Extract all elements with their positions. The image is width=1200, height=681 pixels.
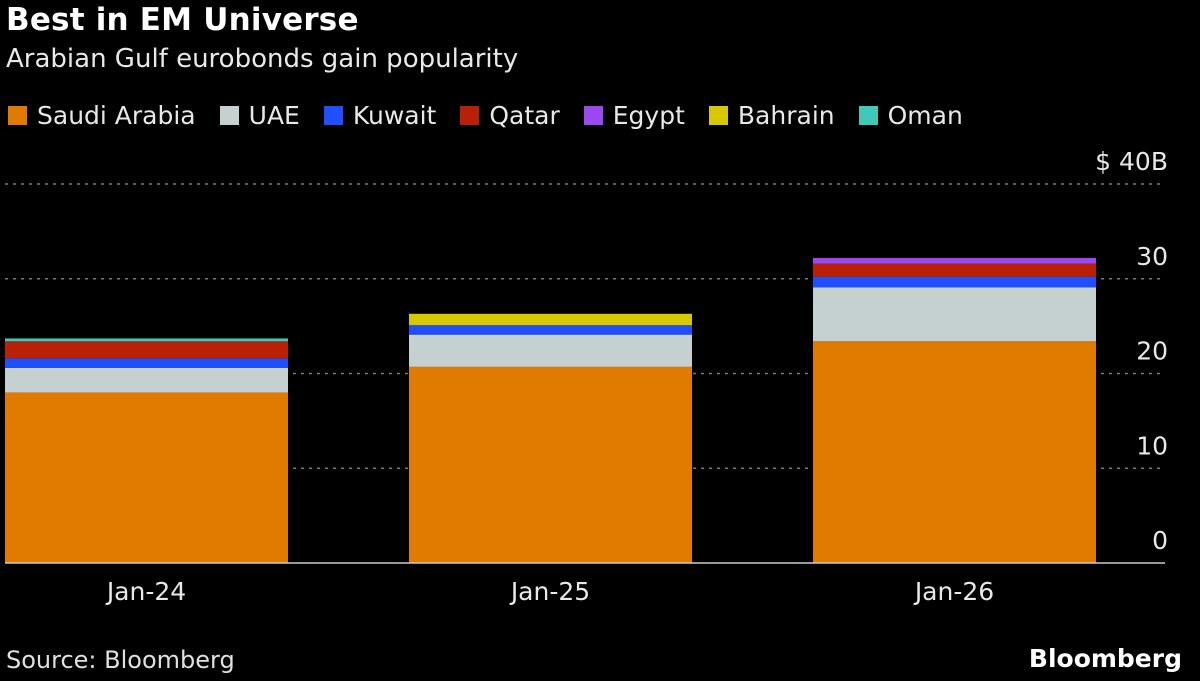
bar-segment-saudi-arabia (5, 392, 288, 563)
y-tick-label: 30 (1136, 242, 1168, 271)
legend-label: Oman (887, 101, 963, 130)
legend-item: Egypt (583, 101, 685, 130)
bar-segment-kuwait (409, 325, 692, 335)
bar-segment-uae (5, 367, 288, 393)
bar-segment-uae (409, 334, 692, 367)
legend-item: Qatar (460, 101, 560, 130)
bar-segment-qatar (813, 263, 1096, 277)
legend-label: Bahrain (737, 101, 835, 130)
legend-item: UAE (219, 101, 300, 130)
chart-title: Best in EM Universe (6, 2, 359, 38)
bar-segment-uae (813, 287, 1096, 342)
legend-swatch (858, 106, 878, 125)
bar-segment-saudi-arabia (409, 366, 692, 563)
bar-segment-egypt (813, 257, 1096, 264)
source-note: Source: Bloomberg (6, 646, 235, 674)
bar-segment-qatar (5, 341, 288, 359)
bar-segment-bahrain (409, 313, 692, 326)
y-tick-label: 0 (1152, 526, 1168, 555)
legend-item: Kuwait (323, 101, 437, 130)
legend-swatch (583, 106, 603, 125)
legend-label: Kuwait (352, 101, 437, 130)
legend-label: UAE (248, 101, 300, 130)
legend-swatch (460, 106, 480, 125)
bloomberg-logo: Bloomberg (1028, 644, 1182, 673)
legend-swatch (323, 106, 343, 125)
bar-segment-oman (5, 338, 288, 342)
legend-swatch (708, 106, 728, 125)
legend-item: Oman (858, 101, 963, 130)
x-tick-label: Jan-24 (105, 577, 186, 606)
legend-item: Saudi Arabia (8, 101, 196, 130)
legend-label: Egypt (612, 101, 685, 130)
y-tick-label: $ 40B (1095, 147, 1168, 176)
chart-subtitle: Arabian Gulf eurobonds gain popularity (6, 44, 519, 74)
y-tick-label: 10 (1136, 431, 1168, 460)
x-tick-label: Jan-26 (913, 577, 994, 606)
x-tick-label: Jan-25 (509, 577, 590, 606)
bar-segment-kuwait (5, 358, 288, 368)
legend-item: Bahrain (708, 101, 835, 130)
legend-swatch (8, 106, 27, 125)
bar-segment-saudi-arabia (813, 341, 1096, 563)
y-tick-label: 20 (1136, 337, 1168, 366)
legend-label: Saudi Arabia (37, 101, 196, 130)
bar-segment-kuwait (813, 276, 1096, 288)
legend-swatch (219, 106, 239, 125)
legend-label: Qatar (489, 101, 560, 130)
legend: Saudi Arabia UAE Kuwait Qatar Egypt Bahrain Om… (8, 101, 987, 130)
